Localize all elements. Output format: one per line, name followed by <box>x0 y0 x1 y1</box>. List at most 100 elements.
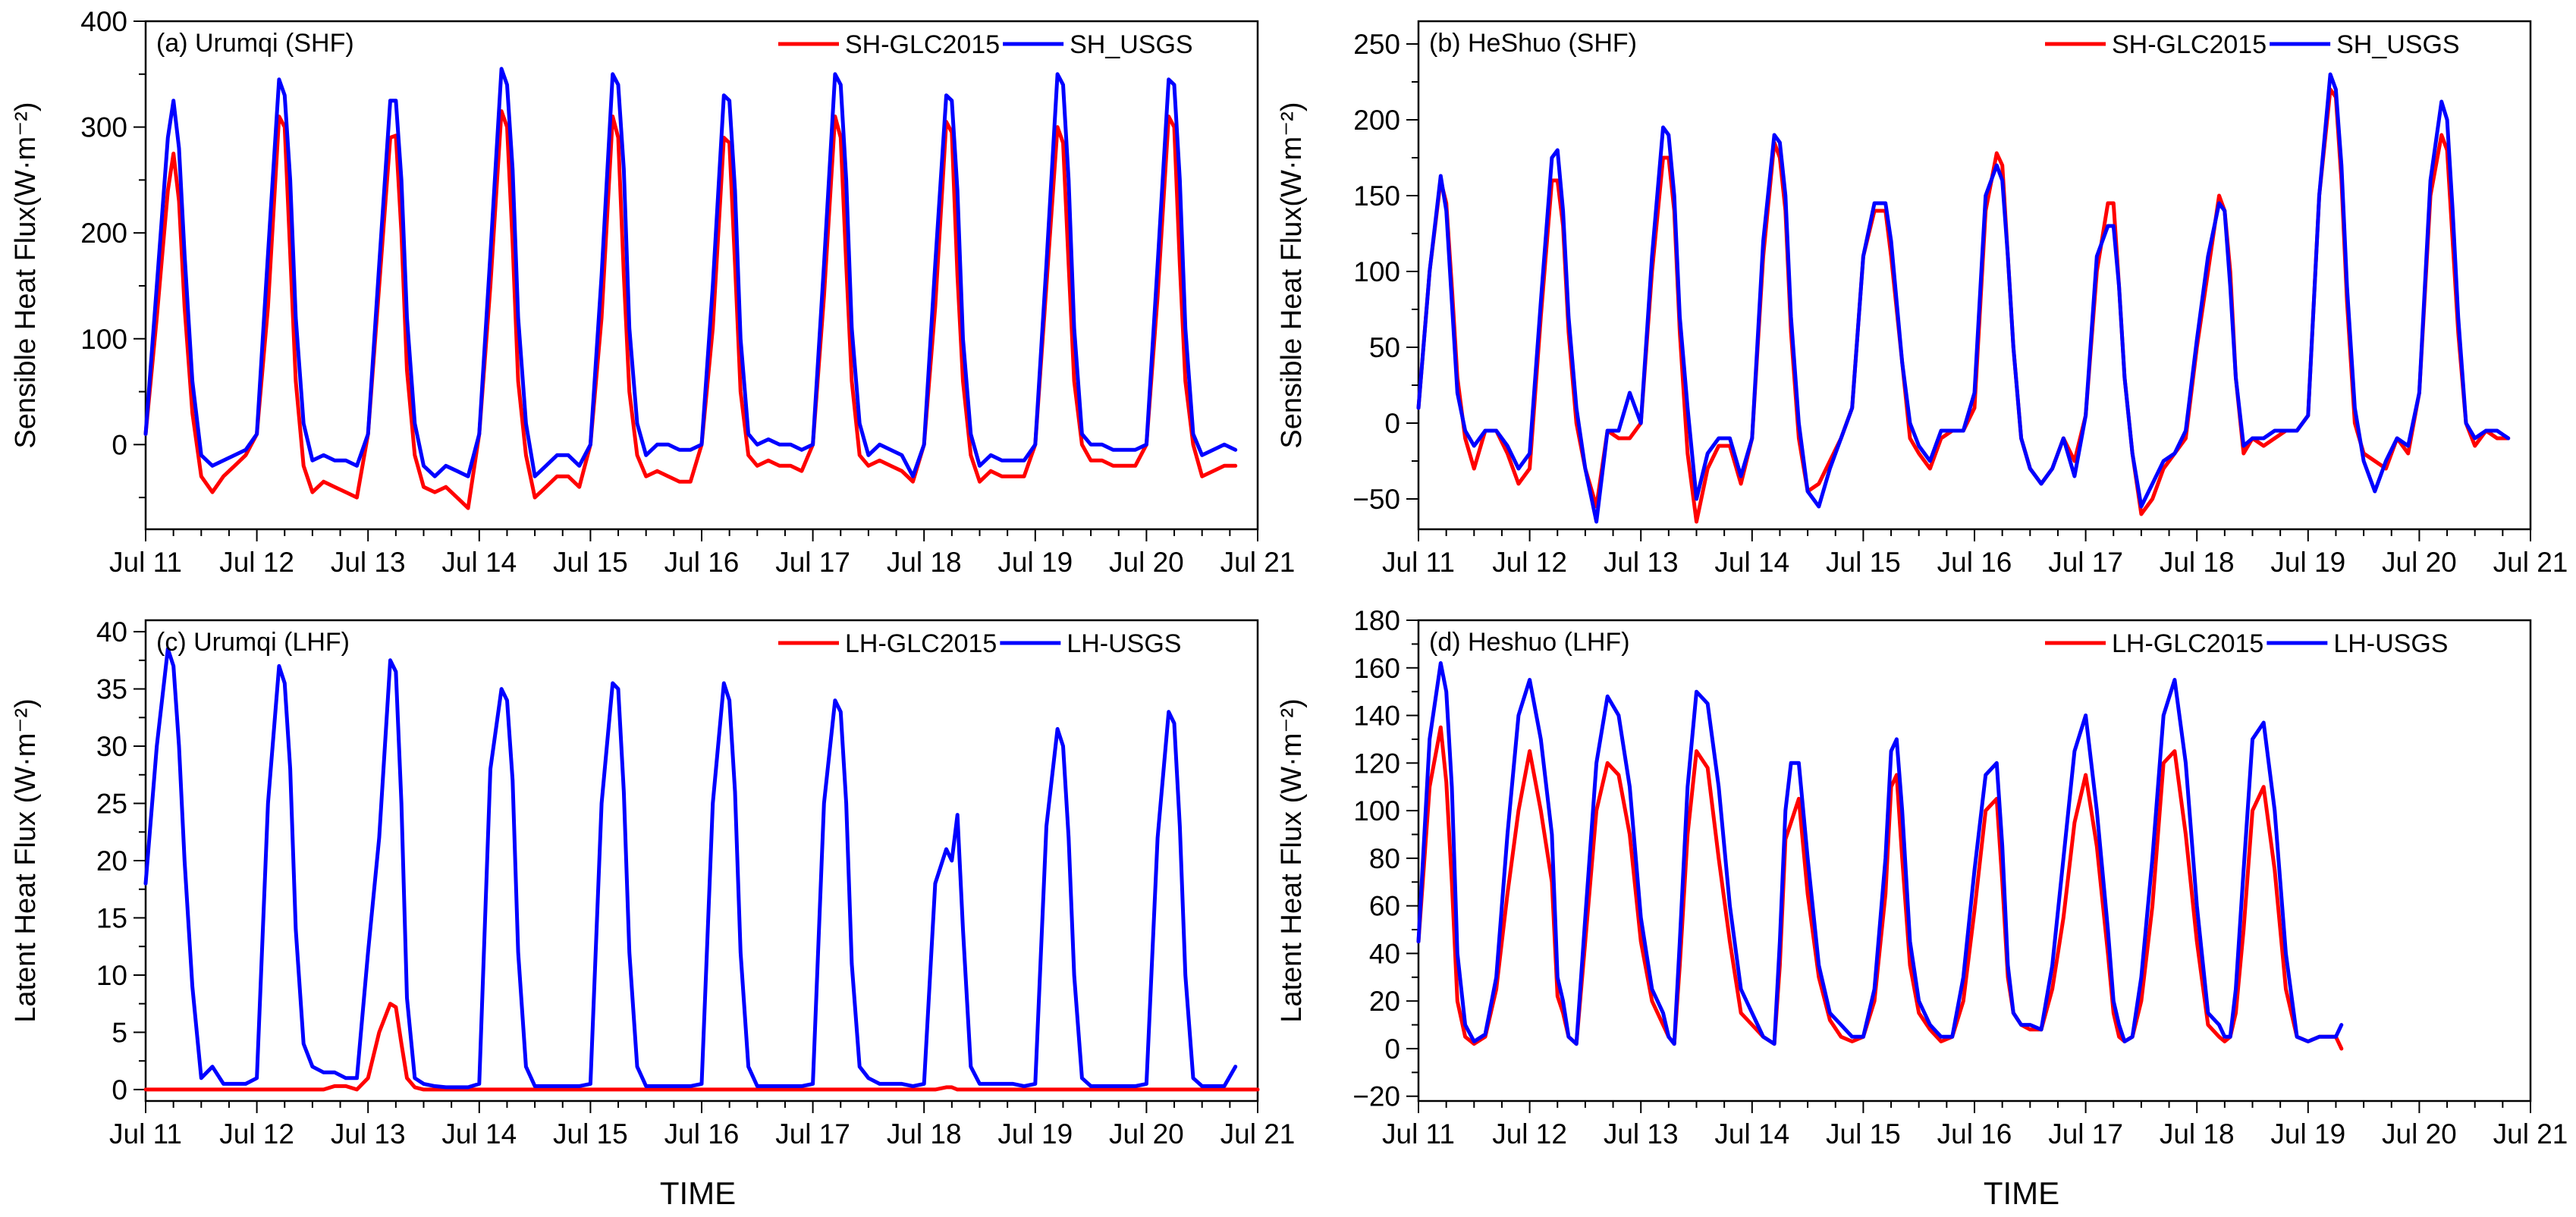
x-tick-label: Jul 20 <box>1109 1118 1184 1150</box>
y-tick-label: 5 <box>112 1017 127 1048</box>
y-tick-label: 200 <box>80 218 127 249</box>
x-tick-label: Jul 15 <box>1826 547 1901 578</box>
y-tick-label: 180 <box>1353 605 1400 636</box>
x-tick-label: Jul 18 <box>2160 1118 2235 1150</box>
x-axis: Jul 11 Jul 12 Jul 13 Jul 14 Jul 15 Jul 16 Jul … <box>109 529 1295 578</box>
y-tick-label: 200 <box>1353 105 1400 136</box>
legend-label: SH_USGS <box>1070 30 1193 59</box>
x-tick-label: Jul 18 <box>887 547 962 578</box>
x-tick-label: Jul 20 <box>2382 547 2457 578</box>
y-tick-label: 100 <box>1353 256 1400 287</box>
y-tick-label: −50 <box>1352 484 1400 515</box>
x-tick-label: Jul 13 <box>331 547 406 578</box>
x-tick-label: Jul 13 <box>1604 547 1679 578</box>
y-tick-label: 100 <box>1353 795 1400 826</box>
y-tick-label: 50 <box>1369 332 1400 363</box>
x-tick-label: Jul 19 <box>997 1118 1073 1150</box>
y-tick-label: 20 <box>96 845 127 877</box>
x-tick-label: Jul 12 <box>1492 1118 1567 1150</box>
x-tick-label: Jul 17 <box>2048 547 2123 578</box>
y-axis-title: Sensible Heat Flux(W·m⁻²) <box>1276 102 1308 448</box>
x-axis: Jul 11 Jul 12 Jul 13 Jul 14 Jul 15 Jul 16 Jul … <box>1382 529 2568 578</box>
x-tick-label: Jul 15 <box>1826 1118 1901 1150</box>
series-line-sh_usgs <box>143 67 1238 478</box>
x-tick-label: Jul 11 <box>1382 547 1455 578</box>
x-tick-label: Jul 19 <box>2270 547 2345 578</box>
x-tick-label: Jul 14 <box>441 547 517 578</box>
legend-label: LH-USGS <box>2333 629 2448 658</box>
x-tick-label: Jul 11 <box>109 547 182 578</box>
panel-d-heshuo-lhf: Jul 11 Jul 12 Jul 13 Jul 14 Jul 15 Jul 16 Jul … <box>1276 605 2568 1150</box>
x-tick-label: Jul 12 <box>219 1118 294 1150</box>
y-tick-label: 35 <box>96 674 127 705</box>
x-tick-label: Jul 15 <box>553 1118 628 1150</box>
x-tick-label: Jul 17 <box>775 547 850 578</box>
x-axis-title-right: TIME <box>1984 1175 2059 1211</box>
y-axis-title: Sensible Heat Flux(W·m⁻²) <box>10 102 42 448</box>
legend: SH-GLC2015 SH_USGS <box>2045 30 2460 59</box>
y-tick-label: 60 <box>1369 891 1400 922</box>
panel-c-urumqi-lhf: Jul 11 Jul 12 Jul 13 Jul 14 Jul 15 Jul 16 Jul … <box>10 616 1295 1150</box>
y-tick-label: 400 <box>80 6 127 37</box>
legend-label: SH-GLC2015 <box>2112 30 2267 59</box>
series-line-sh-glc2015 <box>143 109 1238 510</box>
y-axis: 0 5 10 15 20 25 30 35 40 <box>96 616 146 1106</box>
y-axis-title: Latent Heat Flux (W·m⁻²) <box>10 698 42 1023</box>
y-tick-label: 120 <box>1353 748 1400 779</box>
y-tick-label: 0 <box>1384 408 1400 439</box>
y-tick-label: 10 <box>96 960 127 991</box>
y-tick-label: 0 <box>112 429 127 460</box>
y-tick-label: 40 <box>1369 938 1400 969</box>
legend-label: SH-GLC2015 <box>845 30 1000 59</box>
legend-label: LH-GLC2015 <box>2112 629 2263 658</box>
y-tick-label: 30 <box>96 731 127 762</box>
panel-title: (d) Heshuo (LHF) <box>1429 628 1630 657</box>
x-tick-label: Jul 11 <box>1382 1118 1455 1150</box>
y-tick-label: 0 <box>1384 1034 1400 1065</box>
y-tick-label: −20 <box>1352 1081 1400 1112</box>
panel-b-heshuo-shf: Jul 11 Jul 12 Jul 13 Jul 14 Jul 15 Jul 16 Jul … <box>1276 20 2568 578</box>
x-tick-label: Jul 19 <box>2270 1118 2345 1150</box>
series-line-lh-usgs <box>1416 661 2344 1046</box>
legend-label: LH-GLC2015 <box>845 629 997 658</box>
x-tick-label: Jul 21 <box>2493 547 2568 578</box>
x-tick-label: Jul 14 <box>1714 547 1789 578</box>
y-axis: 0 100 200 300 400 <box>80 6 146 499</box>
x-tick-label: Jul 16 <box>664 1118 740 1150</box>
x-tick-label: Jul 18 <box>2160 547 2235 578</box>
y-tick-label: 20 <box>1369 986 1400 1017</box>
series-line-lh-glc2015 <box>143 1002 1260 1092</box>
series-line-sh_usgs <box>1416 72 2511 524</box>
x-tick-label: Jul 20 <box>2382 1118 2457 1150</box>
legend: LH-GLC2015 LH-USGS <box>2045 629 2448 658</box>
panel-title: (c) Urumqi (LHF) <box>156 628 350 657</box>
y-tick-label: 160 <box>1353 653 1400 684</box>
y-tick-label: 80 <box>1369 843 1400 874</box>
y-tick-label: 150 <box>1353 180 1400 212</box>
x-tick-label: Jul 14 <box>1714 1118 1789 1150</box>
y-axis: −50 0 50 100 150 200 250 <box>1352 29 1418 515</box>
x-axis: Jul 11 Jul 12 Jul 13 Jul 14 Jul 15 Jul 16 Jul … <box>109 1101 1295 1150</box>
panel-title: (b) HeShuo (SHF) <box>1429 29 1637 58</box>
legend-label: SH_USGS <box>2336 30 2460 59</box>
x-tick-label: Jul 15 <box>553 547 628 578</box>
x-tick-label: Jul 13 <box>331 1118 406 1150</box>
series-line-lh-usgs <box>143 647 1238 1090</box>
panel-title: (a) Urumqi (SHF) <box>156 29 354 58</box>
y-axis: −20 0 20 40 60 80 100 120 140 160 180 <box>1352 605 1418 1112</box>
y-tick-label: 300 <box>80 112 127 143</box>
y-tick-label: 100 <box>80 324 127 355</box>
x-tick-label: Jul 21 <box>2493 1118 2568 1150</box>
x-tick-label: Jul 14 <box>441 1118 517 1150</box>
legend: LH-GLC2015 LH-USGS <box>778 629 1181 658</box>
x-tick-label: Jul 16 <box>664 547 740 578</box>
y-axis-title: Latent Heat Flux (W·m⁻²) <box>1276 698 1308 1023</box>
x-tick-label: Jul 16 <box>1937 1118 2012 1150</box>
x-tick-label: Jul 11 <box>109 1118 182 1150</box>
y-tick-label: 15 <box>96 902 127 933</box>
x-axis-title-left: TIME <box>660 1175 736 1211</box>
x-tick-label: Jul 16 <box>1937 547 2012 578</box>
x-tick-label: Jul 20 <box>1109 547 1184 578</box>
